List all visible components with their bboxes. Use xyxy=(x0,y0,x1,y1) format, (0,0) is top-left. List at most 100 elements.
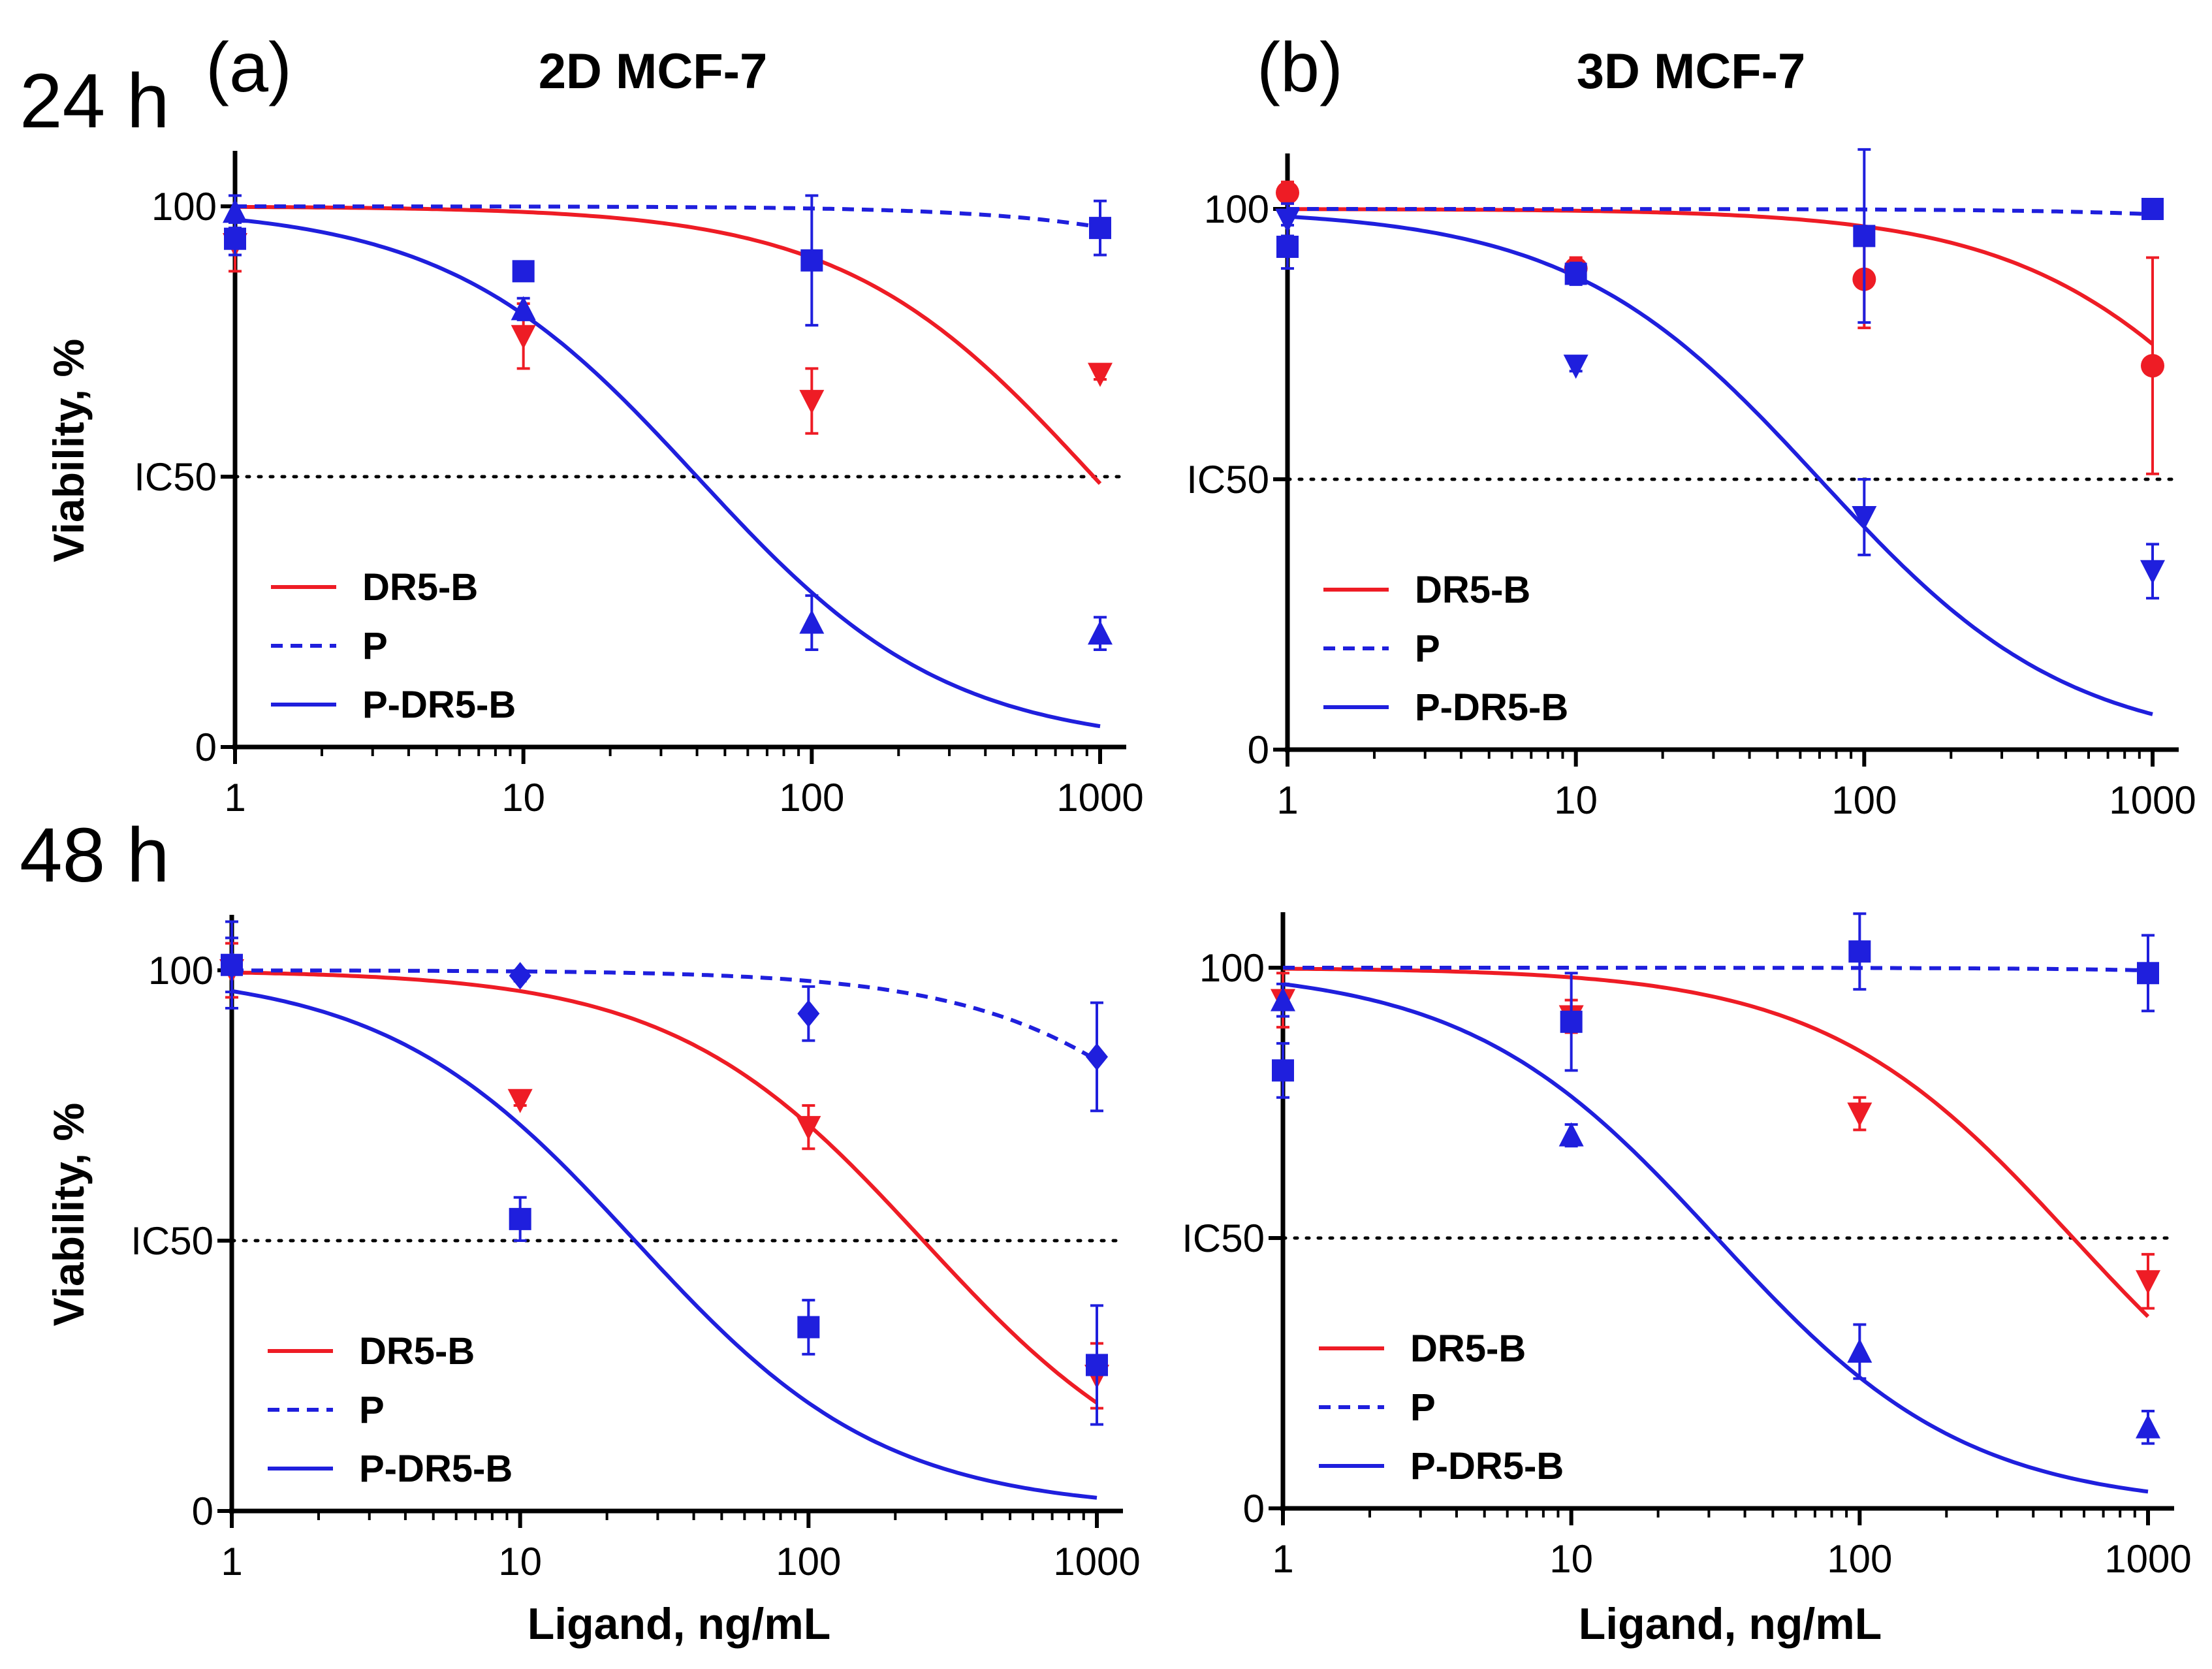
y-tick-label: 100 xyxy=(148,949,213,993)
row-label-24h: 24 h xyxy=(20,58,170,144)
x-tick-label: 100 xyxy=(776,1540,841,1583)
x-tick-label: 100 xyxy=(779,776,844,819)
data-point xyxy=(224,227,246,250)
x-tick-label: 1 xyxy=(224,776,245,819)
y-axis-label-bottom: Viability, % xyxy=(44,1103,93,1326)
y-tick-label: 100 xyxy=(1199,946,1265,990)
fit-curve xyxy=(231,970,1098,1405)
data-point xyxy=(796,1116,821,1141)
x-tick-label: 10 xyxy=(1549,1537,1593,1581)
fit-curve xyxy=(1287,214,2153,716)
x-tick-label: 100 xyxy=(1831,778,1897,822)
data-point xyxy=(799,390,825,415)
y-tick-label: 0 xyxy=(1248,728,1269,772)
x-tick-label: 1 xyxy=(1276,778,1298,822)
x-tick-label: 1000 xyxy=(1056,776,1143,819)
y-tick-label: 100 xyxy=(1204,187,1269,231)
chart-panel-48h-3d: 0 IC50 100 1 10 100 1000 DR5-B P P-DR5-B xyxy=(1182,912,2192,1581)
data-point xyxy=(1271,987,1295,1011)
data-point xyxy=(1088,362,1113,387)
x-axis-label-right: Ligand, ng/mL xyxy=(1579,1599,1882,1649)
fit-curve xyxy=(235,204,1101,229)
fit-curve xyxy=(231,989,1098,1500)
x-tick-label: 10 xyxy=(498,1540,542,1583)
data-point xyxy=(797,1316,820,1339)
data-point xyxy=(1276,181,1299,205)
legend-label: P xyxy=(359,1389,385,1431)
data-point xyxy=(1852,505,1877,530)
y-tick-label: IC50 xyxy=(131,1219,213,1263)
legend-label: P xyxy=(362,625,388,667)
legend-label: P xyxy=(1415,628,1440,670)
data-point xyxy=(2140,560,2165,584)
data-point xyxy=(1560,1010,1583,1033)
legend-label: DR5-B xyxy=(1415,569,1530,611)
data-point xyxy=(2136,1270,2160,1295)
data-point xyxy=(2136,1414,2160,1439)
legend-label: P xyxy=(1410,1386,1436,1429)
x-axis-label-left: Ligand, ng/mL xyxy=(528,1599,831,1649)
y-tick-label: 0 xyxy=(195,725,217,769)
fit-curve xyxy=(1288,207,2153,217)
y-tick-label: 0 xyxy=(1243,1487,1265,1531)
data-point xyxy=(799,609,825,634)
data-point xyxy=(1848,940,1871,963)
data-point xyxy=(511,296,536,321)
x-tick-label: 1000 xyxy=(2104,1537,2191,1581)
x-tick-label: 10 xyxy=(501,776,545,819)
data-point xyxy=(221,953,243,976)
data-point xyxy=(1847,1102,1872,1127)
data-point xyxy=(1564,262,1587,285)
data-point xyxy=(509,962,531,990)
fit-curve xyxy=(1282,982,2149,1494)
x-tick-label: 1000 xyxy=(1053,1540,1140,1583)
data-point xyxy=(1086,1043,1108,1071)
fit-curve xyxy=(1283,966,2149,973)
panel-letter-a: (a) xyxy=(206,27,292,106)
data-point xyxy=(1853,225,1876,247)
data-point xyxy=(509,1207,531,1230)
data-point xyxy=(1086,1354,1108,1376)
column-title-3d: 3D MCF-7 xyxy=(1577,44,1805,99)
data-point xyxy=(797,1000,820,1028)
y-tick-label: 100 xyxy=(151,185,217,229)
fit-curve xyxy=(235,204,1102,485)
legend-label: P-DR5-B xyxy=(362,684,516,726)
data-point xyxy=(511,325,536,349)
y-axis-label-top: Viability, % xyxy=(44,339,93,562)
data-point xyxy=(2137,962,2159,985)
data-point xyxy=(2141,354,2164,378)
fit-curve xyxy=(234,217,1101,729)
legend-label: P-DR5-B xyxy=(1410,1445,1564,1487)
data-point xyxy=(1276,235,1299,258)
y-tick-label: IC50 xyxy=(1182,1216,1265,1260)
data-point xyxy=(800,249,823,272)
data-point xyxy=(2141,198,2164,220)
x-tick-label: 1 xyxy=(221,1540,242,1583)
y-tick-label: 0 xyxy=(192,1489,213,1533)
y-tick-label: IC50 xyxy=(1186,458,1269,501)
legend-label: DR5-B xyxy=(1410,1327,1526,1370)
chart-panel-48h-2d: 0 IC50 100 1 10 100 1000 DR5-B P P-DR5-B xyxy=(131,915,1141,1583)
panel-letter-b: (b) xyxy=(1257,27,1343,106)
legend-label: DR5-B xyxy=(362,566,478,609)
data-point xyxy=(1089,217,1111,240)
x-tick-label: 10 xyxy=(1554,778,1598,822)
data-point xyxy=(1563,355,1588,379)
fit-curve xyxy=(232,968,1098,1062)
data-point xyxy=(512,260,535,283)
legend-label: P-DR5-B xyxy=(1415,686,1568,729)
data-point xyxy=(1088,620,1113,645)
fit-curve xyxy=(1282,966,2150,1318)
x-tick-label: 1000 xyxy=(2109,778,2196,822)
x-tick-label: 1 xyxy=(1272,1537,1293,1581)
data-point xyxy=(1558,1122,1584,1147)
data-point xyxy=(1272,1059,1294,1082)
data-point xyxy=(1275,208,1300,233)
row-label-48h: 48 h xyxy=(20,812,170,898)
chart-panel-24h-3d: 0 IC50 100 1 10 100 1000 DR5-B P P-DR5-B xyxy=(1186,148,2196,822)
legend-label: P-DR5-B xyxy=(359,1448,513,1490)
chart-panel-24h-2d: 0 IC50 100 1 10 100 1000 DR5-B P P-DR5-B xyxy=(134,151,1144,819)
data-point xyxy=(1847,1338,1872,1363)
